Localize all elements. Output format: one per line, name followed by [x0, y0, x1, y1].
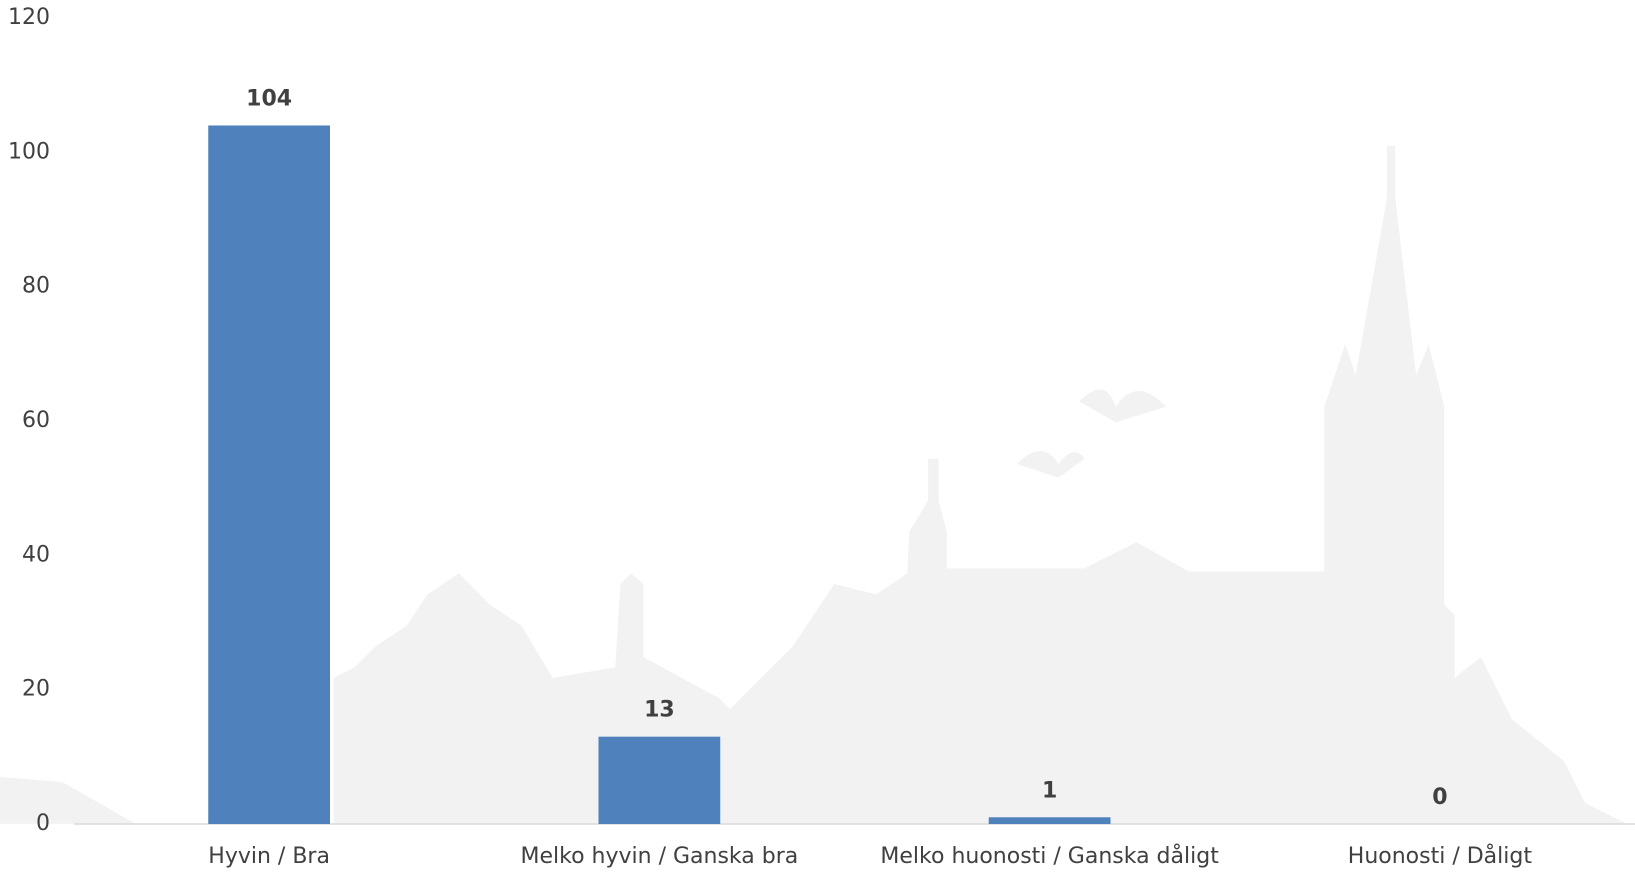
data-label: 0	[1432, 785, 1447, 810]
y-tick-label: 20	[22, 677, 50, 702]
y-tick-label: 80	[22, 274, 50, 299]
background-silhouette	[0, 145, 1627, 824]
bar	[208, 125, 331, 824]
x-tick-label: Melko hyvin / Ganska bra	[521, 844, 799, 869]
y-tick-label: 40	[22, 542, 50, 567]
x-tick-label: Melko huonosti / Ganska dåligt	[880, 843, 1219, 869]
y-tick-label: 120	[8, 5, 50, 30]
bar	[598, 736, 721, 824]
x-tick-label: Hyvin / Bra	[208, 844, 330, 869]
data-label: 13	[644, 698, 675, 723]
y-tick-label: 100	[8, 139, 50, 164]
data-label: 104	[246, 86, 292, 111]
bar	[988, 817, 1111, 824]
y-tick-label: 60	[22, 408, 50, 433]
x-tick-label: Huonosti / Dåligt	[1348, 843, 1533, 869]
y-tick-label: 0	[36, 811, 50, 836]
data-label: 1	[1042, 778, 1057, 803]
